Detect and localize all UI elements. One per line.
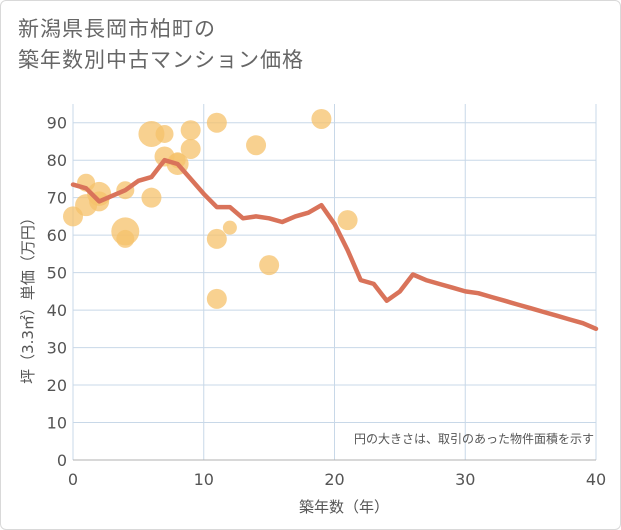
bubble-point — [246, 135, 267, 156]
bubble-point — [180, 120, 201, 141]
y-tick-label: 10 — [47, 414, 67, 433]
grid — [72, 104, 597, 461]
chart-title-line2: 築年数別中古マンション価格 — [18, 48, 304, 72]
x-tick-label: 40 — [586, 470, 606, 489]
y-axis-label: 坪（3.3㎡）単価（万円） — [19, 210, 37, 384]
size-note: 円の大きさは、取引のあった物件面積を示す — [354, 431, 594, 446]
bubble-point — [222, 220, 237, 235]
bubble-point — [155, 124, 174, 143]
bubble-point — [116, 229, 135, 248]
bubble-point — [141, 187, 162, 208]
tick-labels: 0 10 20 30 40 50 60 70 80 90 0 10 20 30 40 — [47, 114, 607, 489]
average-price-line — [70, 157, 599, 332]
bubble-point — [259, 255, 280, 276]
chart-title-line1: 新潟県長岡市柏町の — [18, 17, 216, 41]
y-tick-label: 30 — [47, 339, 67, 358]
y-tick-label: 90 — [47, 114, 67, 133]
bubble-point — [206, 228, 227, 249]
x-tick-label: 30 — [455, 470, 475, 489]
y-tick-label: 70 — [47, 189, 67, 208]
x-axis-label: 築年数（年） — [299, 498, 389, 516]
y-tick-label: 0 — [57, 451, 67, 470]
bubble-point — [180, 138, 201, 159]
x-tick-label: 0 — [68, 470, 78, 489]
chart-title: 新潟県長岡市柏町の 築年数別中古マンション価格 — [18, 14, 304, 76]
bubble-point — [337, 210, 358, 231]
x-tick-label: 10 — [194, 470, 214, 489]
y-tick-label: 40 — [47, 301, 67, 320]
bubble-point — [138, 120, 165, 147]
bubble-point — [206, 288, 227, 309]
y-tick-label: 20 — [47, 376, 67, 395]
line-series — [70, 157, 599, 332]
y-tick-label: 80 — [47, 151, 67, 170]
y-tick-label: 60 — [47, 226, 67, 245]
y-tick-label: 50 — [47, 264, 67, 283]
bubble-point — [311, 108, 332, 129]
bubble-point — [206, 112, 227, 133]
x-tick-label: 20 — [324, 470, 344, 489]
bubbles — [63, 108, 358, 309]
